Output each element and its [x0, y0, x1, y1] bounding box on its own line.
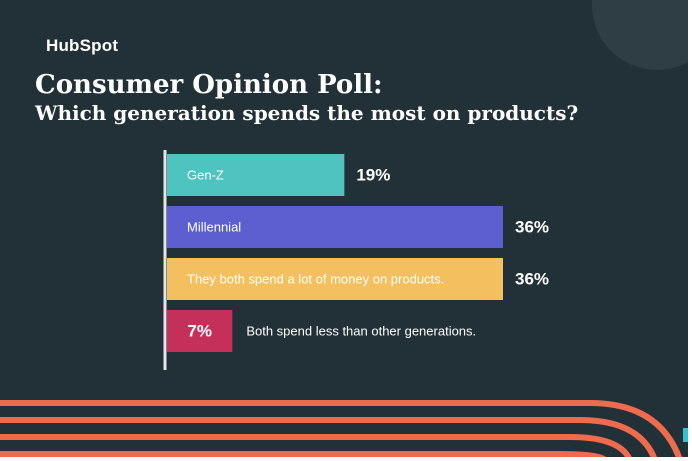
bar-3	[167, 258, 503, 300]
value-label-3: 36%	[515, 270, 549, 289]
stripe-3	[0, 434, 632, 457]
bar-1	[167, 154, 345, 196]
value-label-2: 36%	[515, 218, 549, 237]
bar-2	[167, 206, 503, 248]
category-label-3: They both spend a lot of money on produc…	[187, 272, 444, 287]
value-label-4: 7%	[187, 322, 212, 341]
stripe-2	[0, 417, 657, 457]
bar-4	[167, 310, 233, 352]
category-label-2: Millennial	[187, 220, 241, 235]
category-label-4: Both spend less than other generations.	[246, 324, 476, 339]
stripe-1	[0, 400, 683, 457]
chart-subtitle: Which generation spends the most on prod…	[35, 101, 579, 125]
stripe-4	[0, 451, 607, 457]
value-label-1: 19%	[356, 166, 390, 185]
category-label-1: Gen-Z	[187, 168, 224, 183]
hubspot-logo: HubSpot	[46, 36, 119, 55]
chart-title: Consumer Opinion Poll:	[35, 70, 383, 100]
cyan-square	[683, 428, 688, 442]
